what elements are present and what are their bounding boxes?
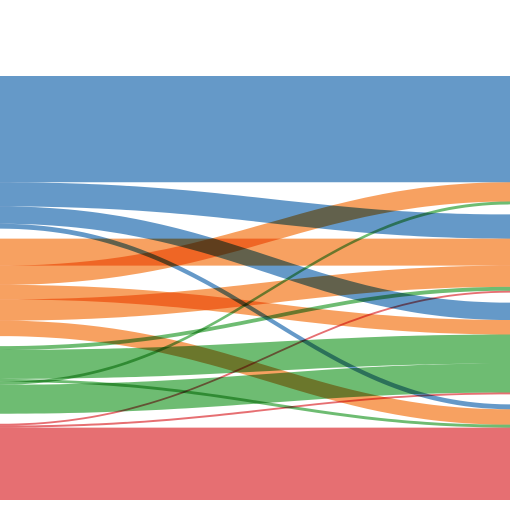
- flow-orange-to-blue: [0, 182, 510, 285]
- sankey-flows: [0, 76, 510, 500]
- flow-red-to-red: [0, 427, 510, 500]
- flow-green-to-orange: [0, 286, 510, 350]
- flow-blue-to-orange: [0, 182, 510, 239]
- flow-blue-to-blue: [0, 76, 510, 183]
- flow-green-to-green: [0, 334, 510, 379]
- flow-green-to-green: [0, 363, 510, 414]
- flow-orange-to-orange: [0, 265, 510, 321]
